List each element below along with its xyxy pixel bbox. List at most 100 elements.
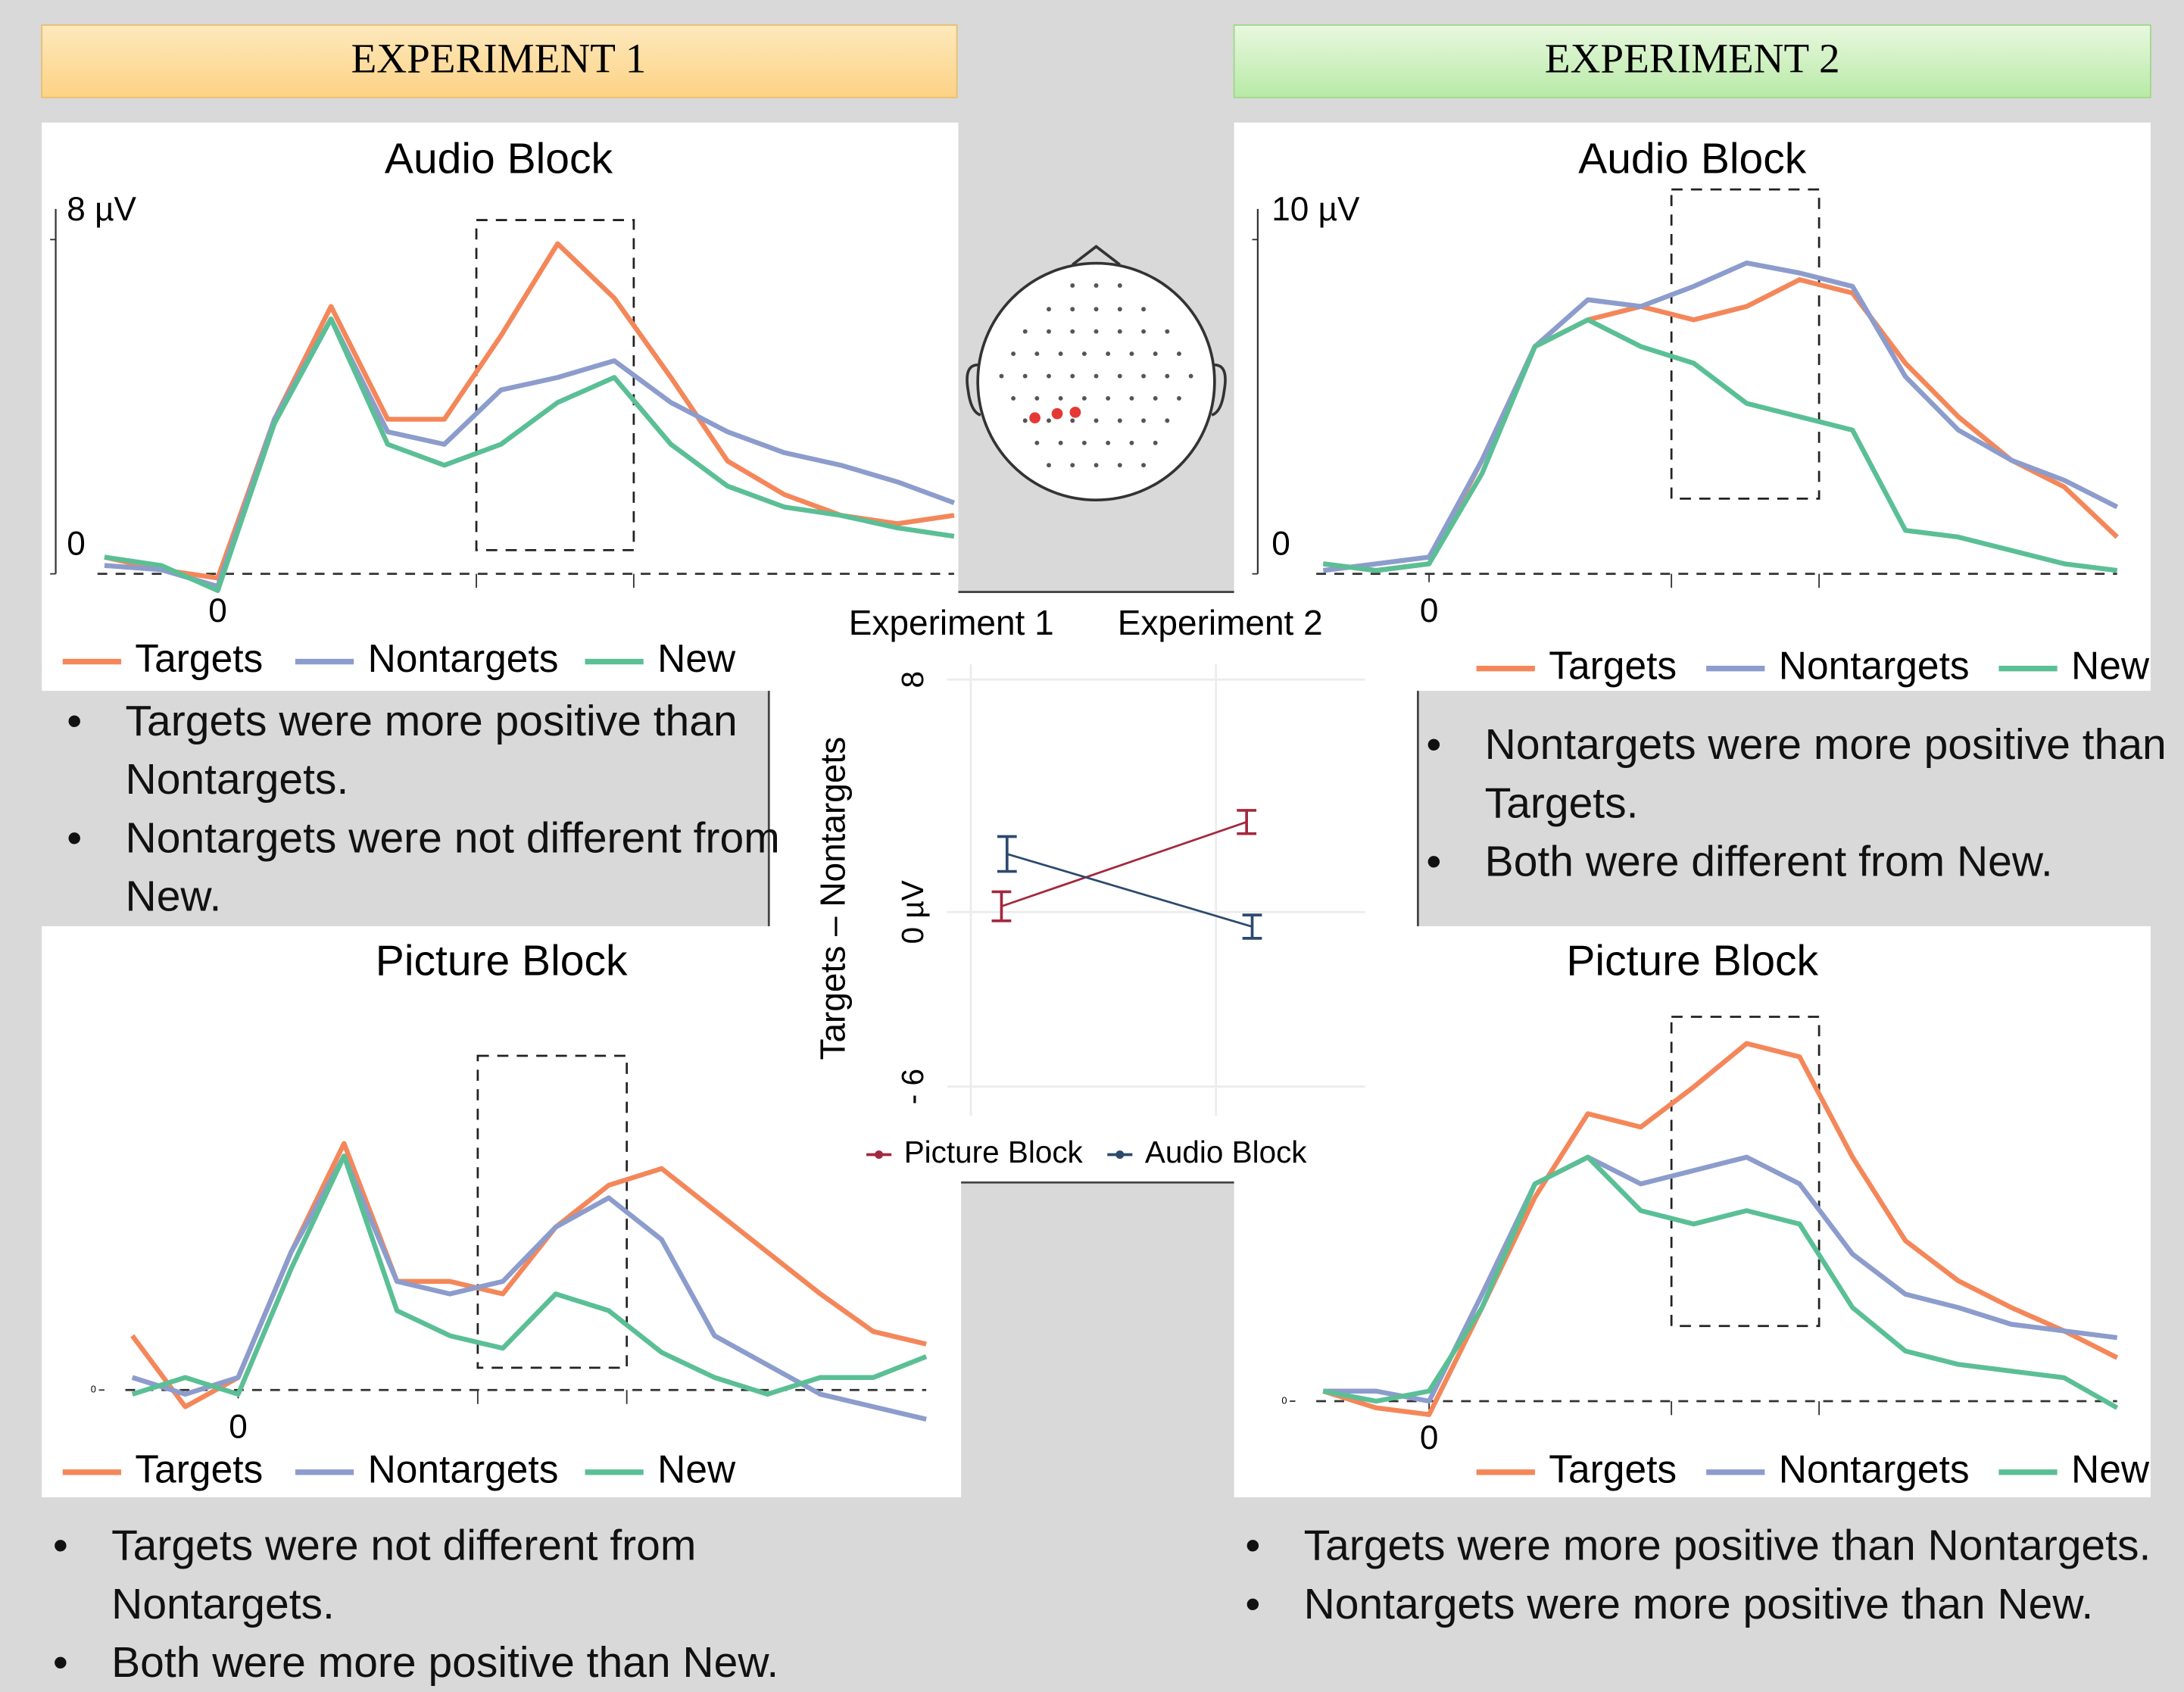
- electrode: [1129, 351, 1134, 356]
- note: Nontargets were more positive than Targe…: [1485, 716, 2184, 832]
- figure: EXPERIMENT 1 EXPERIMENT 2 Audio Block 8 µ…: [0, 0, 2184, 1687]
- y-tick-label: 0: [1271, 526, 1290, 563]
- electrode: [1177, 351, 1181, 356]
- chart-title: Picture Block: [1566, 937, 1818, 985]
- electrode: [1047, 463, 1051, 467]
- y-tick-label: 0: [1281, 1394, 1287, 1406]
- legend-label: Targets: [1549, 1447, 1677, 1491]
- notes: Targets were more positive than Nontarge…: [1234, 1517, 2184, 1634]
- electrode: [1047, 329, 1051, 334]
- electrode-highlight: [1029, 412, 1041, 423]
- electrode: [1118, 329, 1122, 334]
- electrode: [1106, 396, 1110, 401]
- page: {"headers": ["EXPERIMENT 1", "EXPERIMENT…: [0, 0, 2184, 1687]
- note: Nontargets were more positive than New.: [1304, 1575, 2184, 1634]
- electrode: [1177, 396, 1181, 401]
- y-tick-label: - 6: [895, 1069, 930, 1104]
- electrode: [1070, 463, 1075, 467]
- electrode: [1070, 374, 1075, 379]
- chart-title: Audio Block: [385, 134, 613, 183]
- x-tick-label: 0: [208, 592, 227, 629]
- legend-label: New: [657, 1447, 736, 1491]
- electrode: [1059, 351, 1063, 356]
- y-tick-label: 8 µV: [67, 191, 136, 228]
- category-label: Experiment 1: [849, 603, 1054, 642]
- electrode: [1023, 418, 1028, 423]
- notes: Targets were not different from Nontarge…: [42, 1517, 891, 1692]
- electrode: [1047, 418, 1051, 423]
- header: EXPERIMENT 2: [1545, 35, 1840, 81]
- electrode: [1141, 329, 1146, 334]
- electrode: [1094, 329, 1099, 334]
- electrode: [1118, 283, 1122, 288]
- electrode: [1082, 396, 1087, 401]
- panel: [1234, 926, 2151, 1497]
- electrode: [1106, 351, 1110, 356]
- electrode: [1070, 307, 1075, 311]
- header: EXPERIMENT 1: [351, 35, 647, 81]
- legend-label: Targets: [135, 636, 263, 680]
- electrode: [1189, 374, 1193, 379]
- electrode: [1118, 307, 1122, 311]
- electrode: [1082, 351, 1087, 356]
- electrode-highlight: [1070, 407, 1081, 418]
- electrode: [1094, 374, 1099, 379]
- electrode: [1059, 441, 1063, 445]
- legend-label: Nontargets: [368, 1447, 559, 1491]
- electrode: [1047, 307, 1051, 311]
- electrode: [1153, 351, 1158, 356]
- electrode: [1000, 374, 1004, 379]
- electrode: [1059, 396, 1063, 401]
- legend-label: Audio Block: [1145, 1135, 1307, 1169]
- legend-label: Targets: [135, 1447, 263, 1491]
- electrode: [1141, 307, 1146, 311]
- electrode: [1094, 283, 1099, 288]
- chart-title: Picture Block: [376, 937, 628, 985]
- electrode-highlight: [1052, 408, 1063, 420]
- legend-label: New: [2071, 643, 2150, 687]
- y-tick-label: 0: [91, 1384, 96, 1395]
- note: Targets were more positive than Nontarge…: [126, 692, 822, 809]
- electrode: [1011, 351, 1016, 356]
- legend-label: Nontargets: [1779, 1447, 1970, 1491]
- electrode: [1034, 396, 1039, 401]
- y-tick-label: 0: [67, 526, 86, 563]
- notes: Nontargets were more positive than Targe…: [1415, 716, 2184, 891]
- electrode: [1153, 396, 1158, 401]
- electrode: [1034, 441, 1039, 445]
- electrode: [1106, 441, 1110, 445]
- electrode: [1153, 441, 1158, 445]
- x-tick-label: 0: [1420, 1419, 1439, 1456]
- x-tick-label: 0: [229, 1408, 248, 1445]
- electrode: [1165, 374, 1169, 379]
- note: Both were more positive than New.: [111, 1634, 891, 1692]
- electrode: [1165, 329, 1169, 334]
- electrode: [1118, 463, 1122, 467]
- x-tick-label: 0: [1420, 592, 1439, 629]
- electrode: [1141, 374, 1146, 379]
- legend-dot: [875, 1150, 883, 1159]
- electrode: [1141, 418, 1146, 423]
- legend-label: Nontargets: [368, 636, 559, 680]
- note: Both were different from New.: [1485, 833, 2184, 891]
- legend-label: New: [657, 636, 736, 680]
- electrode: [1070, 418, 1075, 423]
- electrode: [1129, 441, 1134, 445]
- electrode: [1141, 463, 1146, 467]
- electrode: [1082, 441, 1087, 445]
- electrode: [1070, 329, 1075, 334]
- panel: [1234, 123, 2151, 691]
- electrode: [1094, 307, 1099, 311]
- electrode: [1047, 374, 1051, 379]
- electrode: [1094, 463, 1099, 467]
- y-tick-label: 0 µV: [895, 880, 930, 944]
- electrode: [1165, 418, 1169, 423]
- note: Nontargets were not different from New.: [126, 809, 822, 926]
- legend-label: Targets: [1549, 643, 1677, 687]
- chart-title: Audio Block: [1578, 134, 1807, 183]
- note: Targets were not different from Nontarge…: [111, 1517, 891, 1634]
- electrode: [1094, 418, 1099, 423]
- panel: [42, 123, 958, 691]
- notes: Targets were more positive than Nontarge…: [56, 692, 822, 926]
- electrode: [1129, 396, 1134, 401]
